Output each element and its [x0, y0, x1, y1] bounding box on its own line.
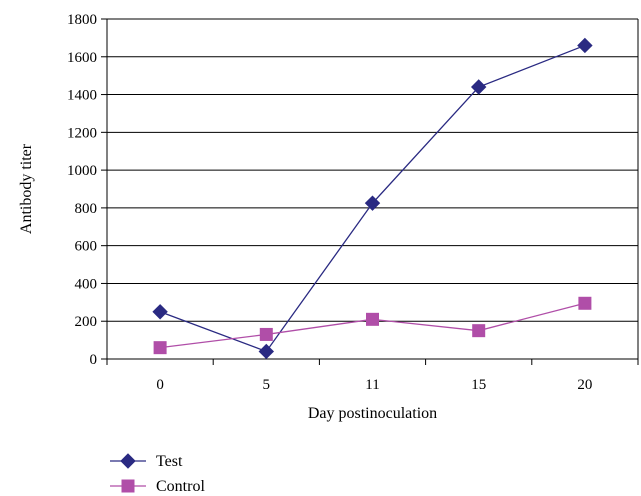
test-point: [258, 343, 275, 360]
legend-control-label: Control: [156, 478, 205, 495]
y-tick-label: 600: [75, 239, 98, 255]
control-point: [578, 296, 592, 310]
x-tick-label: 5: [263, 377, 271, 393]
y-tick-label: 1400: [67, 88, 97, 104]
legend: Test Control: [110, 453, 205, 495]
legend-test-marker: [120, 453, 136, 469]
x-ticks: 0 5 11 15 20: [106, 359, 639, 393]
y-axis-title: Antibody titer: [18, 143, 35, 234]
test-point: [577, 37, 593, 54]
x-tick-label: 11: [365, 377, 379, 393]
control-point: [472, 324, 486, 338]
y-tick-label: 400: [75, 276, 98, 292]
x-tick-label: 15: [471, 377, 486, 393]
control-point: [153, 341, 167, 355]
test-point: [152, 304, 168, 320]
x-tick-label: 20: [577, 377, 592, 393]
legend-control-marker: [121, 479, 135, 493]
axes: [106, 19, 639, 365]
y-tick-label: 800: [75, 201, 98, 217]
control-point: [366, 312, 379, 326]
test-point: [364, 195, 381, 211]
y-tick-label: 1800: [67, 12, 97, 28]
y-tick-label: 200: [75, 314, 98, 330]
y-tick-label: 1200: [67, 125, 97, 141]
y-tick-label: 0: [90, 352, 98, 368]
y-ticks: 0 200 400 600 800 1000 1200 1400 1600 1800: [67, 12, 107, 368]
test-point: [470, 79, 487, 95]
y-tick-label: 1000: [67, 163, 97, 179]
legend-test-label: Test: [156, 453, 183, 470]
x-axis-title: Day postinoculation: [308, 405, 437, 422]
control-point: [259, 327, 273, 341]
x-tick-label: 0: [156, 377, 164, 393]
y-tick-label: 1600: [67, 50, 97, 66]
series-layer: [152, 37, 593, 360]
gridlines: [107, 18, 638, 322]
